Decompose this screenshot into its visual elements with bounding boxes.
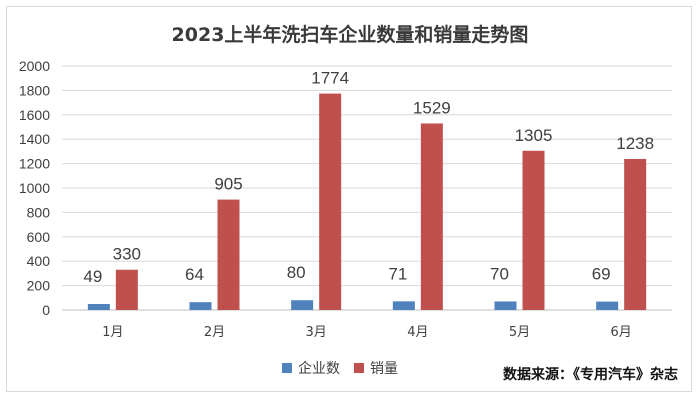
y-tick-label-200: 200 [27, 278, 51, 294]
data-label-companies-3: 80 [287, 263, 306, 282]
y-tick-label-1200: 1200 [19, 156, 50, 172]
data-label-sales-2: 905 [214, 175, 242, 194]
data-label-companies-5: 70 [490, 264, 509, 283]
data-label-companies-6: 69 [592, 265, 611, 284]
chart-title: 2023上半年洗扫车企业数量和销量走势图 [171, 24, 529, 46]
x-tick-label-4: 4月 [407, 325, 428, 340]
y-tick-label-1000: 1000 [19, 180, 50, 196]
data-label-companies-4: 71 [388, 264, 407, 283]
y-tick-label-600: 600 [27, 229, 51, 245]
y-tick-label-800: 800 [27, 204, 51, 220]
data-label-companies-2: 64 [185, 265, 204, 284]
data-label-companies-1: 49 [83, 267, 102, 286]
bar-companies-4 [392, 301, 415, 310]
chart-frame [6, 6, 692, 392]
data-label-sales-4: 1529 [413, 98, 451, 117]
legend-swatch-companies [282, 363, 292, 373]
x-tick-label-2: 2月 [204, 325, 225, 340]
y-tick-label-1400: 1400 [19, 131, 50, 147]
data-label-sales-3: 1774 [311, 69, 349, 88]
data-label-sales-5: 1305 [515, 126, 553, 145]
legend-item-sales: 销量 [354, 358, 398, 378]
legend-swatch-sales [354, 363, 364, 373]
bar-companies-6 [596, 301, 619, 310]
bar-sales-1 [115, 269, 138, 310]
data-source-note: 数据来源：《专用汽车》杂志 [503, 367, 678, 383]
x-tick-label-1: 1月 [102, 325, 123, 340]
legend-label-companies: 企业数 [298, 361, 340, 377]
bar-companies-1 [87, 304, 110, 310]
legend-label-sales: 销量 [370, 361, 398, 377]
legend-item-companies: 企业数 [282, 358, 340, 378]
x-tick-label-5: 5月 [509, 325, 530, 340]
x-tick-label-6: 6月 [611, 325, 632, 340]
y-tick-label-400: 400 [27, 253, 51, 269]
bar-companies-2 [189, 302, 212, 310]
bar-sales-2 [217, 199, 240, 310]
bar-companies-5 [494, 301, 517, 310]
data-label-sales-1: 330 [113, 245, 141, 264]
bar-sales-3 [319, 93, 342, 311]
y-tick-label-1600: 1600 [19, 107, 50, 123]
y-tick-label-0: 0 [42, 302, 50, 318]
y-tick-label-1800: 1800 [19, 82, 50, 98]
bar-sales-5 [522, 150, 545, 310]
bar-sales-4 [420, 123, 443, 310]
chart-legend: 企业数 销量 [282, 358, 412, 378]
bar-sales-6 [624, 158, 647, 310]
data-label-sales-6: 1238 [616, 134, 654, 153]
y-tick-label-2000: 2000 [19, 58, 50, 74]
x-tick-label-3: 3月 [306, 325, 327, 340]
bar-companies-3 [291, 300, 314, 310]
